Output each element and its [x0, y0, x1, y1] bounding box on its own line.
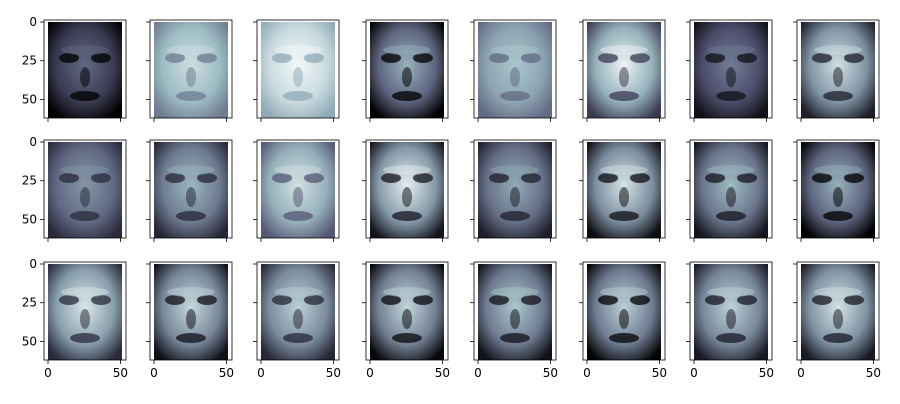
face-panel: 0 25 50 — [22, 15, 127, 122]
axes-frame — [365, 261, 449, 361]
axes-frame — [582, 261, 666, 361]
axes-frame — [582, 19, 666, 119]
y-tick-label: 25 — [22, 174, 37, 188]
face-features — [705, 165, 757, 221]
face-panel: 0 25 50 — [22, 135, 127, 242]
x-tick-label: 0 — [44, 366, 52, 380]
face-panel: 0 50 — [793, 261, 881, 380]
face-panel: 0 50 — [579, 261, 667, 380]
face-features — [272, 165, 324, 221]
face-panel — [362, 139, 449, 242]
axes-frame — [473, 19, 557, 119]
axes-frame — [43, 261, 127, 361]
face-features — [812, 165, 864, 221]
x-tick-label: 0 — [690, 366, 698, 380]
face-features — [489, 45, 541, 101]
axes-frame — [365, 19, 449, 119]
x-tick-label: 50 — [543, 366, 558, 380]
face-panel: 0 25 50 0 50 — [22, 257, 128, 380]
axes-frame — [689, 139, 773, 239]
face-features — [272, 287, 324, 343]
face-features — [598, 165, 650, 221]
face-panel — [470, 139, 557, 242]
face-panel: 0 50 — [362, 261, 450, 380]
face-panel — [253, 19, 340, 122]
face-features — [381, 165, 433, 221]
axes-frame — [689, 261, 773, 361]
face-features — [59, 45, 111, 101]
face-panel: 0 50 — [470, 261, 558, 380]
face-panel — [362, 19, 449, 122]
face-features — [59, 165, 111, 221]
face-features — [812, 287, 864, 343]
face-features — [381, 287, 433, 343]
y-tick-label: 50 — [22, 334, 37, 348]
y-tick-label: 0 — [29, 15, 37, 29]
face-features — [705, 45, 757, 101]
face-features — [272, 45, 324, 101]
y-tick-label: 0 — [29, 257, 37, 271]
face-features — [59, 287, 111, 343]
face-panel — [253, 139, 340, 242]
x-tick-label: 50 — [219, 366, 234, 380]
face-panel: 0 50 — [146, 261, 234, 380]
face-features — [489, 287, 541, 343]
axes-frame — [149, 19, 233, 119]
axes-frame — [256, 19, 340, 119]
axes-frame — [796, 139, 880, 239]
axes-frame — [689, 19, 773, 119]
x-tick-label: 50 — [326, 366, 341, 380]
x-tick-label: 50 — [435, 366, 450, 380]
y-tick-label: 50 — [22, 92, 37, 106]
face-features — [598, 287, 650, 343]
x-tick-label: 50 — [652, 366, 667, 380]
axes-frame — [473, 261, 557, 361]
x-tick-label: 0 — [257, 366, 265, 380]
x-tick-label: 0 — [150, 366, 158, 380]
x-tick-label: 0 — [474, 366, 482, 380]
axes-frame — [43, 19, 127, 119]
face-panel — [146, 139, 233, 242]
face-features — [489, 165, 541, 221]
axes-frame — [43, 139, 127, 239]
axes-frame — [582, 139, 666, 239]
axes-frame — [149, 139, 233, 239]
x-tick-label: 50 — [113, 366, 128, 380]
face-panel — [793, 139, 880, 242]
face-features — [381, 45, 433, 101]
y-tick-label: 25 — [22, 54, 37, 68]
x-tick-label: 50 — [759, 366, 774, 380]
axes-frame — [365, 139, 449, 239]
face-panel — [686, 19, 773, 122]
face-panel — [579, 19, 666, 122]
y-tick-label: 50 — [22, 212, 37, 226]
face-features — [165, 45, 217, 101]
axes-frame — [796, 261, 880, 361]
face-panel — [579, 139, 666, 242]
x-tick-label: 0 — [366, 366, 374, 380]
face-panel — [146, 19, 233, 122]
axes-frame — [149, 261, 233, 361]
face-features — [598, 45, 650, 101]
x-tick-label: 0 — [797, 366, 805, 380]
face-panel: 0 50 — [686, 261, 774, 380]
axes-frame — [796, 19, 880, 119]
face-features — [812, 45, 864, 101]
face-panel — [686, 139, 773, 242]
x-tick-label: 0 — [583, 366, 591, 380]
face-panel: 0 50 — [253, 261, 341, 380]
x-tick-label: 50 — [866, 366, 881, 380]
face-panel — [470, 19, 557, 122]
y-tick-label: 0 — [29, 135, 37, 149]
face-features — [165, 165, 217, 221]
face-panel — [793, 19, 880, 122]
y-tick-label: 25 — [22, 296, 37, 310]
face-features — [705, 287, 757, 343]
axes-frame — [473, 139, 557, 239]
axes-frame — [256, 261, 340, 361]
face-features — [165, 287, 217, 343]
axes-frame — [256, 139, 340, 239]
